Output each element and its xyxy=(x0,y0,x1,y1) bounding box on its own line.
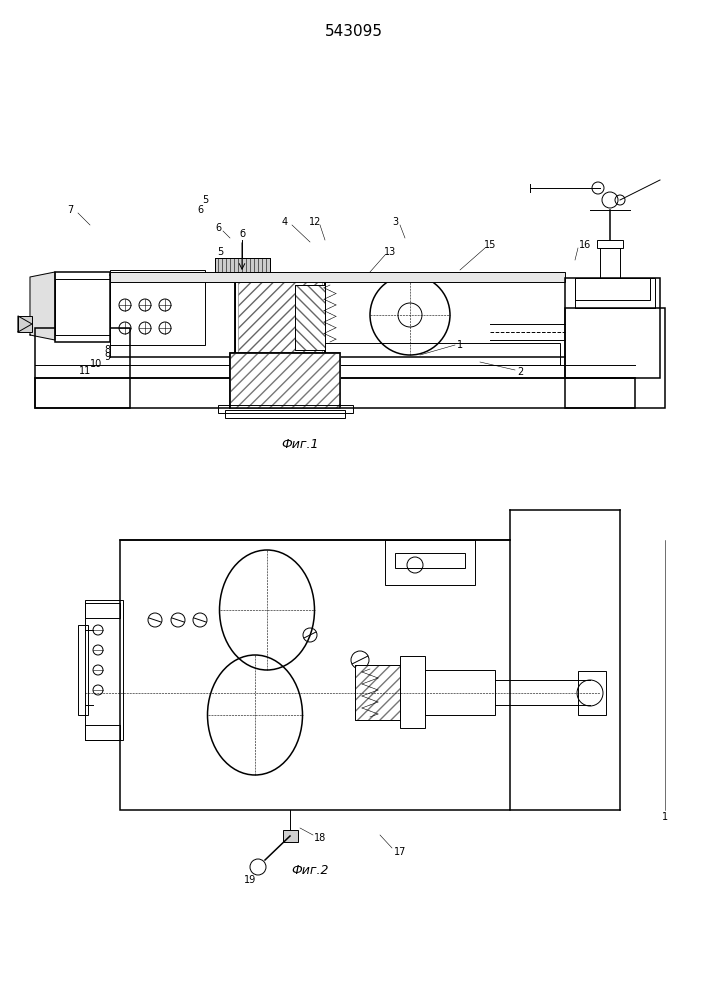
Text: 2: 2 xyxy=(517,367,523,377)
Text: 1: 1 xyxy=(457,340,463,350)
Text: 15: 15 xyxy=(484,240,496,250)
Text: 543095: 543095 xyxy=(325,24,383,39)
Text: 8: 8 xyxy=(104,345,110,355)
Text: 19: 19 xyxy=(244,875,256,885)
Bar xyxy=(295,285,325,350)
Bar xyxy=(215,258,270,272)
Bar xyxy=(55,272,110,342)
Bar xyxy=(78,625,88,715)
Bar xyxy=(225,410,345,418)
Bar xyxy=(565,278,660,378)
Bar xyxy=(290,343,560,365)
Bar xyxy=(425,670,495,715)
Bar xyxy=(238,278,322,352)
Text: Фиг.1: Фиг.1 xyxy=(281,438,319,452)
Text: 13: 13 xyxy=(384,247,396,257)
Text: 16: 16 xyxy=(579,240,591,250)
Bar xyxy=(18,316,32,332)
Bar xyxy=(600,248,620,278)
Bar xyxy=(295,285,325,350)
Text: 17: 17 xyxy=(394,847,407,857)
Bar xyxy=(218,405,353,413)
Polygon shape xyxy=(30,272,55,340)
Bar xyxy=(230,353,340,408)
Bar xyxy=(355,665,400,720)
Bar xyxy=(35,328,130,408)
Bar xyxy=(110,270,205,345)
Text: 5: 5 xyxy=(202,195,208,205)
Text: Фиг.2: Фиг.2 xyxy=(291,863,329,876)
Bar xyxy=(575,278,655,308)
Bar xyxy=(35,378,635,408)
Bar xyxy=(385,540,475,585)
Bar xyxy=(235,275,325,355)
Text: 18: 18 xyxy=(314,833,326,843)
Text: 1: 1 xyxy=(662,812,668,822)
Bar xyxy=(578,671,606,715)
Bar xyxy=(355,665,400,720)
Text: 7: 7 xyxy=(67,205,73,215)
Bar xyxy=(235,275,325,355)
Bar xyxy=(85,600,123,740)
Bar xyxy=(85,603,120,618)
Bar xyxy=(55,279,110,335)
Bar xyxy=(355,665,400,720)
Text: 3: 3 xyxy=(392,217,398,227)
Text: 4: 4 xyxy=(282,217,288,227)
Bar xyxy=(120,540,510,810)
Bar xyxy=(85,725,120,740)
Text: б: б xyxy=(239,229,245,239)
Text: 11: 11 xyxy=(79,366,91,376)
Bar xyxy=(230,353,340,408)
Bar xyxy=(110,272,565,282)
Text: 6: 6 xyxy=(197,205,203,215)
Bar xyxy=(597,240,623,248)
Bar xyxy=(235,275,325,355)
Text: 10: 10 xyxy=(90,359,102,369)
Bar xyxy=(565,308,665,408)
Bar xyxy=(400,656,425,728)
Text: 6: 6 xyxy=(215,223,221,233)
Text: 12: 12 xyxy=(309,217,321,227)
Text: 5: 5 xyxy=(217,247,223,257)
Polygon shape xyxy=(18,316,32,332)
Bar xyxy=(575,278,650,300)
Bar xyxy=(215,258,270,272)
Bar xyxy=(230,353,340,408)
Bar xyxy=(283,830,298,842)
Bar xyxy=(295,285,325,350)
Text: 9: 9 xyxy=(104,352,110,362)
Bar xyxy=(395,553,465,568)
